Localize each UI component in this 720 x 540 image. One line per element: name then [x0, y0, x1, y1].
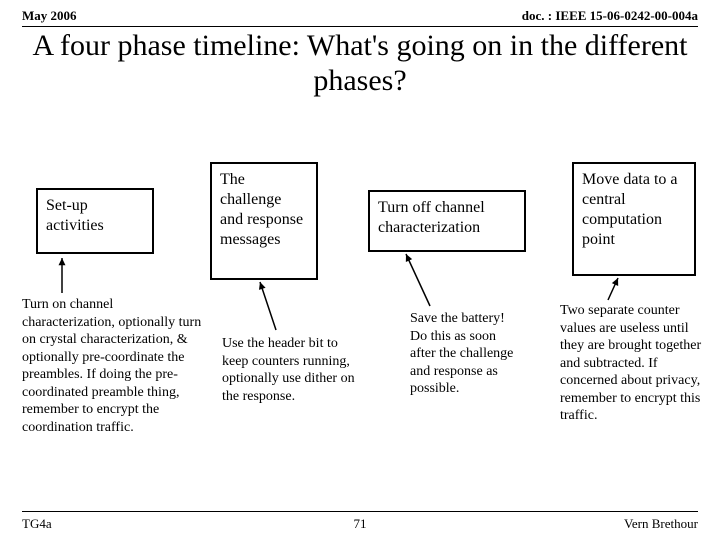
phase-box-3: Move data to a central computation point — [572, 162, 696, 276]
header-rule — [22, 26, 698, 27]
phase-desc-2: Save the battery! Do this as soon after … — [410, 310, 520, 398]
header-date: May 2006 — [22, 8, 77, 24]
footer-rule — [22, 511, 698, 512]
phase-desc-1: Use the header bit to keep counters runn… — [222, 335, 362, 405]
phase-desc-0: Turn on channel characterization, option… — [22, 296, 202, 436]
phase-desc-3: Two separate counter values are useless … — [560, 302, 708, 425]
slide-footer: TG4a 71 Vern Brethour — [22, 516, 698, 532]
footer-center: 71 — [247, 516, 472, 532]
phase-label: Turn off channel characterization — [378, 199, 485, 236]
phase-label: Set-up activities — [46, 197, 104, 234]
slide-title: A four phase timeline: What's going on i… — [22, 28, 698, 99]
phase-label: Move data to a central computation point — [582, 171, 678, 248]
arrow-2 — [400, 248, 436, 312]
arrow-0 — [56, 252, 68, 299]
footer-left: TG4a — [22, 516, 247, 532]
arrow-1 — [254, 276, 282, 336]
phase-box-2: Turn off channel characterization — [368, 190, 526, 252]
header-doc: doc. : IEEE 15-06-0242-00-004a — [522, 8, 698, 24]
arrow-3 — [602, 272, 624, 306]
footer-right: Vern Brethour — [473, 516, 698, 532]
slide-header: May 2006 doc. : IEEE 15-06-0242-00-004a — [22, 8, 698, 24]
phase-box-0: Set-up activities — [36, 188, 154, 254]
phase-box-1: The challenge and response messages — [210, 162, 318, 280]
phase-label: The challenge and response messages — [220, 171, 303, 248]
